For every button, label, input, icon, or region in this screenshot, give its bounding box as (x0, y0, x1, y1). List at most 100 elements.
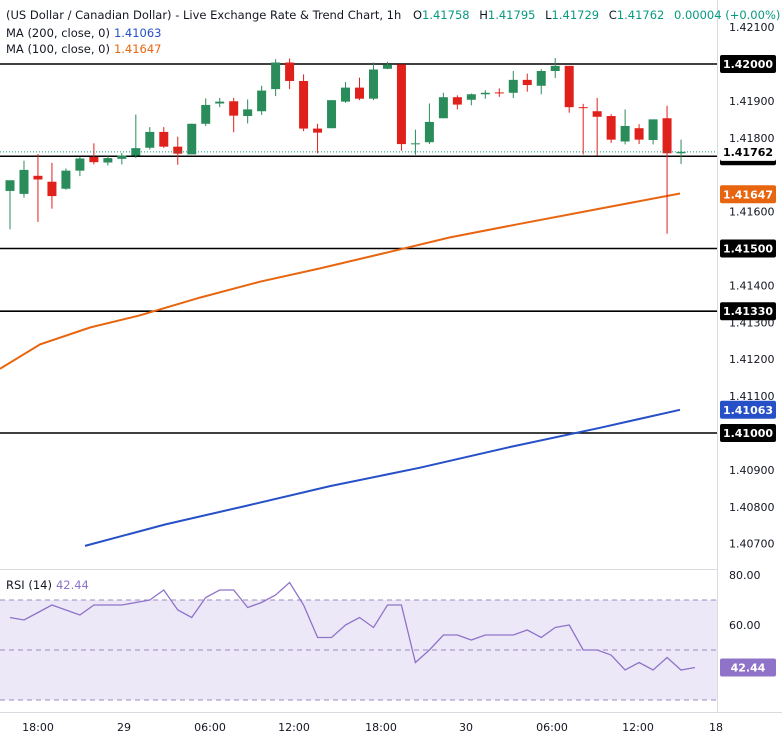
candle-body (159, 131, 169, 147)
candle (410, 129, 420, 155)
candle (5, 180, 15, 230)
candle-body (592, 111, 602, 117)
level-tag-bg (720, 302, 776, 321)
candle-body (452, 97, 462, 105)
candle (341, 82, 351, 103)
candle-body (215, 101, 225, 104)
candle (229, 97, 239, 133)
time-tick-label: 18:00 (22, 721, 54, 734)
ma100-tag-label: 1.41647 (723, 188, 773, 201)
ma200-label: MA (200, close, 0) (6, 26, 110, 40)
candle (466, 93, 476, 106)
price-tick-label: 1.40800 (729, 501, 775, 514)
price-tick-label: 1.41400 (729, 279, 775, 292)
candle (396, 64, 406, 151)
time-tick-label: 29 (117, 721, 131, 734)
level-tag: 1.41500 (720, 239, 776, 258)
candle (648, 119, 658, 145)
ma200-legend: MA (200, close, 0) 1.41063 (6, 26, 162, 40)
candle (564, 65, 574, 113)
candle-body (75, 158, 85, 171)
candle-body (676, 151, 686, 154)
candle (620, 109, 630, 145)
candle (578, 103, 588, 155)
open-value: 1.41758 (422, 8, 470, 22)
candle-body (536, 71, 546, 86)
candle-body (145, 131, 155, 148)
level-tag-bg (720, 239, 776, 258)
candle (103, 156, 113, 166)
rsi-tick-label: 80.00 (729, 569, 761, 582)
price-tick-label: 1.41800 (729, 132, 775, 145)
rsi-tick-label: 60.00 (729, 619, 761, 632)
price-tick-label: 1.41600 (729, 206, 775, 219)
level-tag: 1.42000 (720, 55, 776, 73)
candle (452, 95, 462, 110)
candle (215, 97, 225, 108)
candle-body (438, 97, 448, 119)
ma200-line (84, 408, 681, 547)
candle (33, 154, 43, 222)
candle (508, 71, 518, 98)
candle-body (187, 123, 197, 155)
candle (438, 92, 448, 119)
ma200-tag-bg (720, 400, 776, 419)
candle (536, 69, 546, 95)
high-value: 1.41795 (487, 8, 536, 22)
candle-body (33, 175, 43, 180)
price-tick-label: 1.40900 (729, 464, 775, 477)
candle-body (424, 121, 434, 143)
candle-body (634, 128, 644, 140)
time-tick-label: 12:00 (278, 721, 310, 734)
candle (145, 127, 155, 150)
ma100-value: 1.41647 (113, 42, 162, 56)
candle (382, 61, 392, 70)
candle-body (662, 118, 672, 154)
candle-body (47, 181, 57, 197)
candle (159, 127, 169, 148)
candle-body (564, 65, 574, 108)
candle (327, 100, 337, 129)
ma200-tag: 1.41063 (720, 400, 776, 419)
candle-body (271, 62, 281, 90)
time-tick-label: 12:00 (622, 721, 654, 734)
candle-body (466, 94, 476, 100)
candle (201, 98, 211, 126)
candle-body (285, 62, 295, 81)
ma100-line (0, 192, 681, 370)
rsi-label: RSI (14) (6, 578, 52, 592)
candle-body (550, 65, 560, 72)
level-tag-label: 1.41000 (723, 427, 773, 440)
low-value: 1.41729 (551, 8, 600, 22)
change-value: 0.00004 (+0.00%) (674, 8, 781, 22)
rsi-tag-label: 42.44 (731, 662, 766, 675)
candle-body (341, 87, 351, 102)
candle-body (480, 92, 490, 95)
candle (285, 58, 295, 90)
rsi-legend: RSI (14) 42.44 (6, 578, 89, 592)
price-tick-label: 1.41200 (729, 353, 775, 366)
candle-body (578, 107, 588, 109)
price-tick-label: 1.42100 (729, 21, 775, 34)
candle-body (382, 64, 392, 69)
candle (313, 123, 323, 154)
last-tag-bg (720, 142, 776, 161)
candle-body (313, 128, 323, 133)
candle-body (89, 156, 99, 163)
rsi-line (9, 581, 696, 671)
close-value: 1.41762 (616, 8, 665, 22)
price-tick-label: 1.41900 (729, 95, 775, 108)
time-tick-label: 30 (459, 721, 473, 734)
candle (173, 136, 183, 165)
candle (494, 88, 504, 97)
level-tag: 1.41330 (720, 302, 776, 321)
candle-body (327, 100, 337, 129)
rsi-band (0, 600, 717, 700)
ma100-label: MA (100, close, 0) (6, 42, 110, 56)
candle (355, 77, 364, 101)
candle-body (355, 87, 364, 99)
candle (89, 143, 99, 165)
candle-body (522, 79, 532, 86)
candle-body (494, 92, 504, 94)
